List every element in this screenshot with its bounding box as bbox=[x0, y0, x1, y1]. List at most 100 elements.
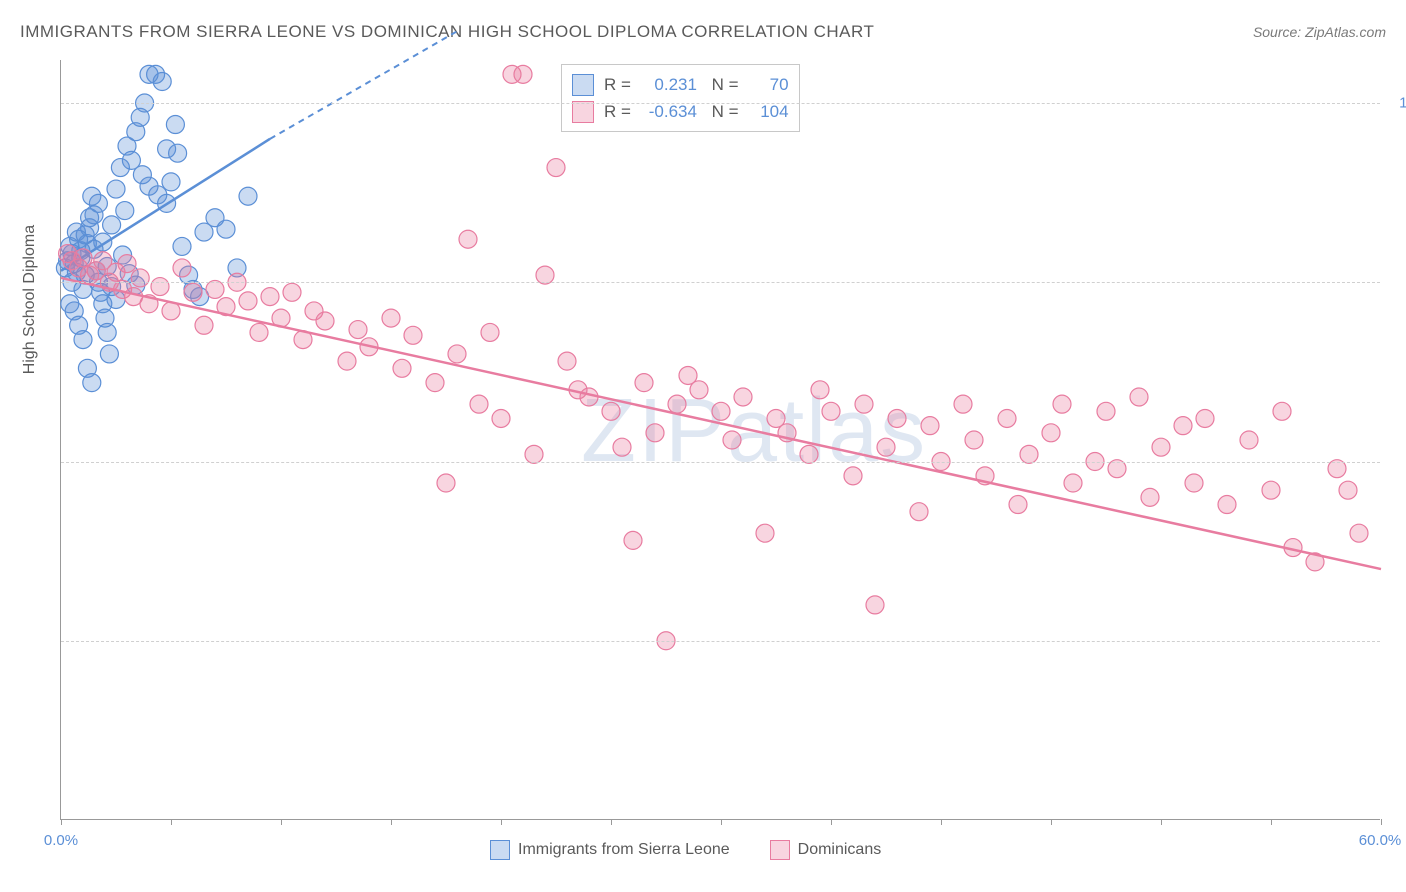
data-point bbox=[910, 503, 928, 521]
x-tick bbox=[171, 819, 172, 825]
data-point bbox=[690, 381, 708, 399]
y-axis-title: High School Diploma bbox=[21, 225, 39, 374]
data-point bbox=[1152, 438, 1170, 456]
data-point bbox=[646, 424, 664, 442]
data-point bbox=[866, 596, 884, 614]
data-point bbox=[1185, 474, 1203, 492]
data-point bbox=[1196, 409, 1214, 427]
gridline bbox=[61, 641, 1380, 642]
x-tick bbox=[1271, 819, 1272, 825]
stats-row: R =0.231 N =70 bbox=[572, 71, 789, 98]
data-point bbox=[921, 417, 939, 435]
y-tick-label: 75.0% bbox=[1390, 453, 1406, 470]
data-point bbox=[195, 316, 213, 334]
legend-swatch bbox=[770, 840, 790, 860]
x-tick bbox=[281, 819, 282, 825]
x-tick bbox=[1051, 819, 1052, 825]
data-point bbox=[173, 259, 191, 277]
legend-item: Dominicans bbox=[770, 840, 882, 860]
data-point bbox=[481, 323, 499, 341]
data-point bbox=[437, 474, 455, 492]
data-point bbox=[734, 388, 752, 406]
data-point bbox=[158, 140, 176, 158]
data-point bbox=[888, 409, 906, 427]
source-credit: Source: ZipAtlas.com bbox=[1253, 24, 1386, 40]
data-point bbox=[459, 230, 477, 248]
r-value: 0.231 bbox=[641, 71, 697, 98]
data-point bbox=[822, 402, 840, 420]
data-point bbox=[1130, 388, 1148, 406]
legend-swatch bbox=[490, 840, 510, 860]
gridline bbox=[61, 462, 1380, 463]
data-point bbox=[965, 431, 983, 449]
data-point bbox=[107, 180, 125, 198]
data-point bbox=[338, 352, 356, 370]
data-point bbox=[756, 524, 774, 542]
x-tick bbox=[501, 819, 502, 825]
data-point bbox=[149, 186, 167, 204]
data-point bbox=[261, 288, 279, 306]
x-tick bbox=[1381, 819, 1382, 825]
data-point bbox=[382, 309, 400, 327]
data-point bbox=[448, 345, 466, 363]
data-point bbox=[118, 255, 136, 273]
gridline bbox=[61, 103, 1380, 104]
chart-plot-area: ZIPatlas R =0.231 N =70R =-0.634 N =104 … bbox=[60, 60, 1380, 820]
data-point bbox=[470, 395, 488, 413]
data-point bbox=[153, 73, 171, 91]
data-point bbox=[624, 531, 642, 549]
chart-title: IMMIGRANTS FROM SIERRA LEONE VS DOMINICA… bbox=[20, 22, 874, 42]
x-tick bbox=[721, 819, 722, 825]
data-point bbox=[98, 323, 116, 341]
data-point bbox=[1141, 488, 1159, 506]
x-tick bbox=[941, 819, 942, 825]
x-tick bbox=[611, 819, 612, 825]
data-point bbox=[393, 359, 411, 377]
data-point bbox=[1064, 474, 1082, 492]
data-point bbox=[1262, 481, 1280, 499]
data-point bbox=[1350, 524, 1368, 542]
x-axis-min-label: 0.0% bbox=[44, 832, 78, 849]
data-point bbox=[250, 323, 268, 341]
data-point bbox=[217, 220, 235, 238]
data-point bbox=[426, 374, 444, 392]
data-point bbox=[1273, 402, 1291, 420]
legend-label: Dominicans bbox=[798, 841, 882, 859]
data-point bbox=[131, 269, 149, 287]
data-point bbox=[83, 374, 101, 392]
data-point bbox=[239, 187, 257, 205]
data-point bbox=[100, 345, 118, 363]
data-point bbox=[1240, 431, 1258, 449]
data-point bbox=[1053, 395, 1071, 413]
data-point bbox=[844, 467, 862, 485]
n-value: 70 bbox=[749, 71, 789, 98]
data-point bbox=[514, 65, 532, 83]
data-point bbox=[1218, 496, 1236, 514]
data-point bbox=[239, 292, 257, 310]
series-swatch bbox=[572, 101, 594, 123]
data-point bbox=[1174, 417, 1192, 435]
legend-item: Immigrants from Sierra Leone bbox=[490, 840, 730, 860]
data-point bbox=[173, 237, 191, 255]
data-point bbox=[151, 278, 169, 296]
data-point bbox=[811, 381, 829, 399]
data-point bbox=[998, 409, 1016, 427]
data-point bbox=[547, 159, 565, 177]
y-tick-label: 87.5% bbox=[1390, 274, 1406, 291]
data-point bbox=[74, 331, 92, 349]
x-tick bbox=[831, 819, 832, 825]
data-point bbox=[116, 202, 134, 220]
data-point bbox=[712, 402, 730, 420]
data-point bbox=[166, 116, 184, 134]
r-label: R = bbox=[604, 71, 631, 98]
gridline bbox=[61, 282, 1380, 283]
data-point bbox=[316, 312, 334, 330]
x-tick bbox=[61, 819, 62, 825]
data-point bbox=[1097, 402, 1115, 420]
data-point bbox=[404, 326, 422, 344]
data-point bbox=[877, 438, 895, 456]
data-point bbox=[954, 395, 972, 413]
data-point bbox=[668, 395, 686, 413]
legend: Immigrants from Sierra Leone Dominicans bbox=[490, 840, 881, 860]
data-point bbox=[349, 321, 367, 339]
